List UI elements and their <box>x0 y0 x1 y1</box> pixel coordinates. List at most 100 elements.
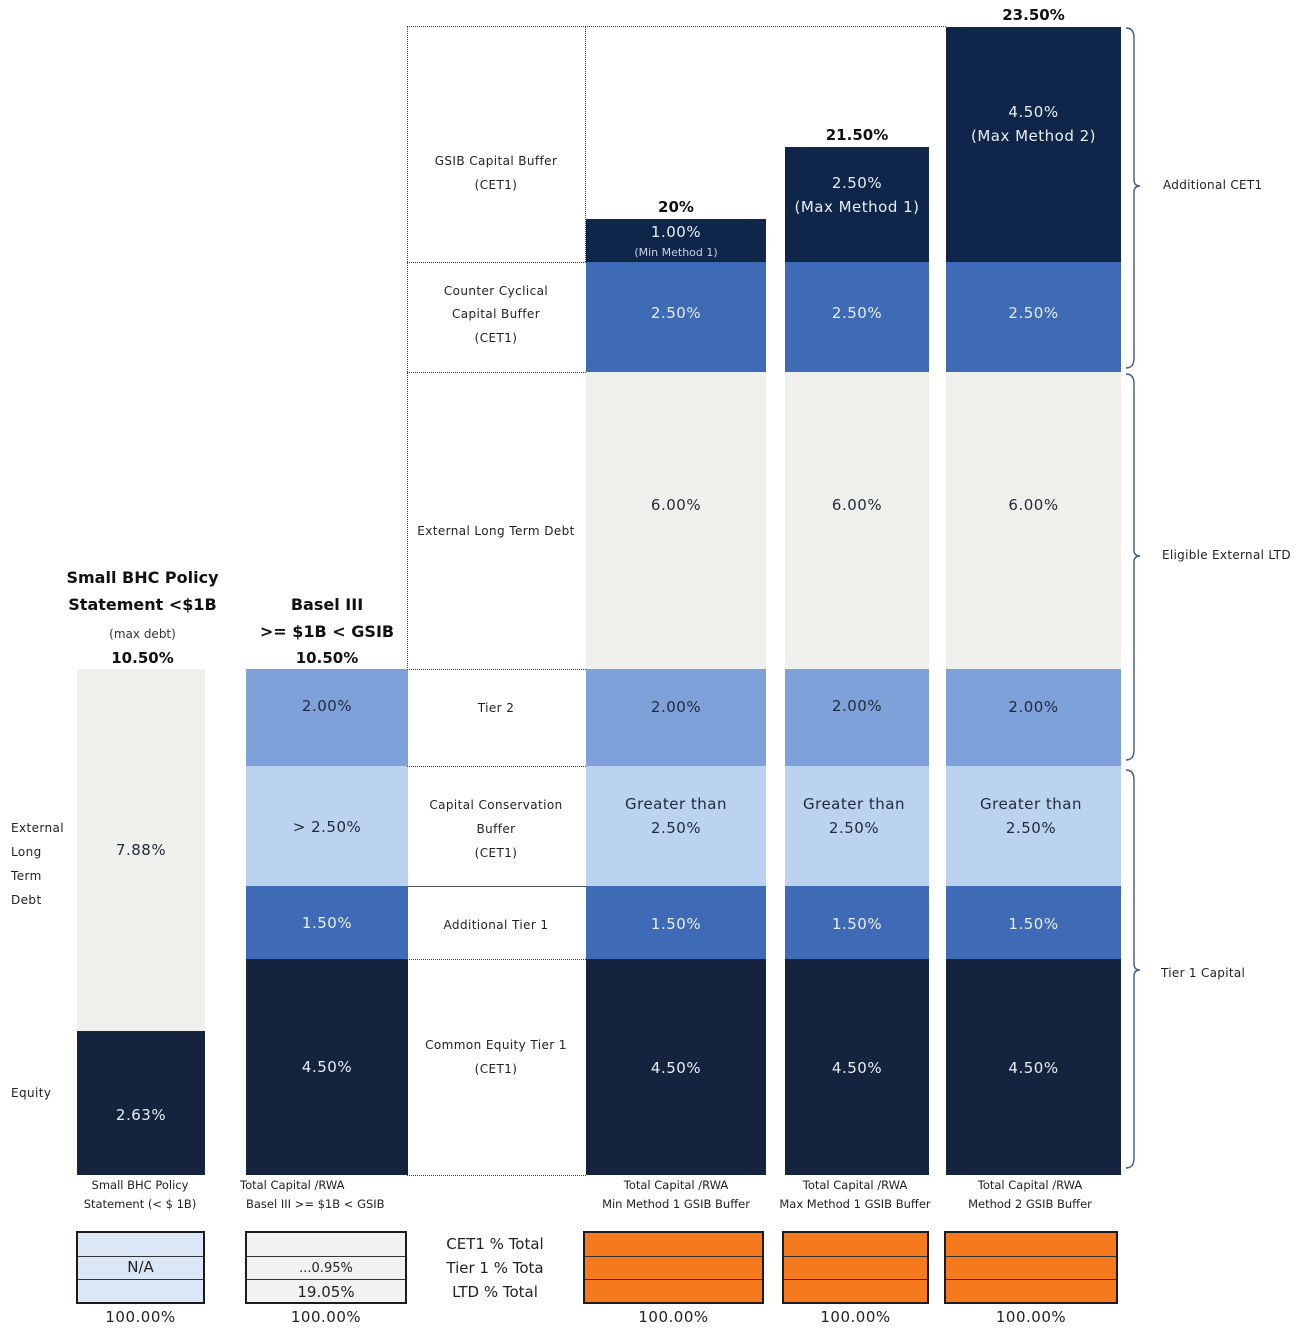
sublabel-maxm1-gsib: (Max Method 1) <box>794 198 920 216</box>
bar-maxm1-tier2 <box>785 669 929 766</box>
bar-minm1-conservation <box>586 766 766 886</box>
legend-box-left-edge <box>407 27 408 670</box>
label-m2-ltd: 6.00% <box>1008 496 1059 514</box>
label-m2-gsib: 4.50% <box>1008 103 1059 121</box>
header-basel-line2: >= $1B < GSIB <box>259 622 395 641</box>
summary-row-label-tier1: Tier 1 % Tota <box>446 1259 544 1277</box>
header-small-bhc-line1: Small BHC Policy <box>66 568 219 587</box>
legend-ccb-line2: Capital Buffer <box>451 307 541 321</box>
label-maxm1-ccb: 2.50% <box>831 304 883 322</box>
summary-total-minm1: 100.00% <box>638 1308 709 1326</box>
summary-divider <box>946 1256 1116 1257</box>
label-minm1-conservation: Greater than 2.50% <box>624 795 727 837</box>
legend-gsib-line1: GSIB Capital Buffer <box>434 154 558 168</box>
label-minm1-ccb: 2.50% <box>650 304 702 322</box>
brackets-svg <box>1125 27 1141 1169</box>
summary-total-m2: 100.00% <box>995 1308 1067 1326</box>
category-label-m2-2: Method 2 GSIB Buffer <box>968 1197 1092 1211</box>
summary-row-label-cet1: CET1 % Total <box>446 1235 544 1253</box>
left-label-ltd-3: Term <box>11 869 42 883</box>
bar-m2-gsib <box>946 27 1121 262</box>
label-maxm1-tier2: 2.00% <box>831 697 883 715</box>
summary-divider <box>247 1279 405 1280</box>
bracket-label-tier1: Tier 1 Capital <box>1161 966 1246 980</box>
legend-divider-gsib <box>407 262 586 263</box>
category-label-basel-2: Basel III >= $1B < GSIB <box>246 1197 385 1211</box>
bar-m2-conservation <box>946 766 1121 886</box>
bar-maxm1-cet1 <box>785 959 929 1175</box>
left-label-ltd-4: Debt <box>11 893 42 907</box>
bar-small-bhc-equity <box>77 1031 205 1175</box>
legend-divider-cet1 <box>407 959 586 960</box>
bar-basel-cet1 <box>246 959 408 1175</box>
category-label-basel-1: Total Capital /RWA <box>240 1178 345 1192</box>
bar-m2-cet1 <box>946 959 1121 1175</box>
bar-maxm1-ltd <box>785 372 929 669</box>
legend-cet1-line2: (CET1) <box>474 1062 518 1076</box>
label-small-bhc-equity: 2.63% <box>115 1106 167 1124</box>
category-label-m2-1: Total Capital /RWA <box>977 1178 1083 1192</box>
bar-minm1-cet1 <box>586 959 766 1175</box>
label-m2-at1: 1.50% <box>1008 915 1059 933</box>
summary-divider <box>78 1279 203 1280</box>
summary-box-basel: ...0.95% 19.05% <box>245 1231 407 1304</box>
bar-basel-tier2 <box>246 669 408 766</box>
bar-minm1-at1 <box>586 886 766 959</box>
bracket-eligible-ltd <box>1125 373 1141 761</box>
left-label-equity: Equity <box>11 1086 52 1100</box>
summary-box-maxm1 <box>782 1231 929 1304</box>
summary-basel-value-2: ...0.95% <box>299 1261 353 1276</box>
sublabel-minm1-gsib: (Min Method 1) <box>634 246 718 259</box>
label-maxm1-at1: 1.50% <box>831 915 883 933</box>
label-minm1-at1: 1.50% <box>650 915 702 933</box>
bracket-additional-cet1 <box>1125 27 1141 369</box>
header-min-m1-total: 20% <box>658 198 694 216</box>
legend-box-top-edge <box>407 26 946 27</box>
bar-maxm1-conservation <box>785 766 929 886</box>
header-basel-line1: Basel III <box>290 595 364 614</box>
bar-m2-tier2 <box>946 669 1121 766</box>
legend-ccb-line3: (CET1) <box>474 331 518 345</box>
legend-divider-ccb <box>407 372 586 373</box>
summary-box-minm1 <box>583 1231 764 1304</box>
header-basel-total: 10.50% <box>295 649 359 667</box>
legend-ccb-line1: Counter Cyclical <box>443 284 549 298</box>
bar-minm1-ltd <box>586 372 766 669</box>
legend-ltd-line1: External Long Term Debt <box>417 524 575 538</box>
label-maxm1-ltd: 6.00% <box>831 496 883 514</box>
category-label-maxm1-1: Total Capital /RWA <box>802 1178 908 1192</box>
bracket-tier1 <box>1125 769 1141 1169</box>
summary-divider <box>585 1256 762 1257</box>
label-m2-tier2: 2.00% <box>1008 698 1059 716</box>
header-small-bhc-total: 10.50% <box>111 649 174 667</box>
sublabel-m2-gsib: (Max Method 2) <box>970 127 1097 145</box>
label-maxm1-conservation: Greater than 2.50% <box>802 795 905 837</box>
legend-box-bottom-edge <box>407 1175 586 1176</box>
label-basel-cet1: 4.50% <box>301 1058 353 1076</box>
legend-conservation-line2: Buffer <box>476 822 516 836</box>
summary-total-maxm1: 100.00% <box>820 1308 891 1326</box>
summary-divider <box>78 1256 203 1257</box>
summary-total-basel: 100.00% <box>290 1308 362 1326</box>
bracket-label-eligible-ltd: Eligible External LTD <box>1162 548 1291 562</box>
bar-m2-at1 <box>946 886 1121 959</box>
label-basel-conservation: > 2.50% <box>292 818 362 836</box>
summary-small-bhc-value: N/A <box>127 1258 154 1276</box>
label-basel-at1: 1.50% <box>301 914 353 932</box>
bar-maxm1-gsib <box>785 147 929 262</box>
legend-conservation-line1: Capital Conservation <box>429 798 563 812</box>
category-label-minm1-2: Min Method 1 GSIB Buffer <box>602 1197 750 1211</box>
legend-tier2-line1: Tier 2 <box>477 701 515 715</box>
left-label-ltd-1: External <box>11 821 64 835</box>
label-minm1-ltd: 6.00% <box>650 496 702 514</box>
bar-small-bhc-debt <box>77 669 205 1031</box>
category-label-small-bhc-1: Small BHC Policy <box>91 1178 189 1192</box>
summary-divider <box>247 1256 405 1257</box>
bar-minm1-tier2 <box>586 669 766 766</box>
header-m2-total: 23.50% <box>1002 6 1065 24</box>
category-label-small-bhc-2: Statement (< $ 1B) <box>83 1197 197 1211</box>
label-small-bhc-debt: 7.88% <box>115 841 167 859</box>
bracket-label-additional-cet1: Additional CET1 <box>1163 178 1263 192</box>
summary-box-small-bhc: N/A <box>76 1231 205 1304</box>
bar-m2-ltd <box>946 372 1121 669</box>
